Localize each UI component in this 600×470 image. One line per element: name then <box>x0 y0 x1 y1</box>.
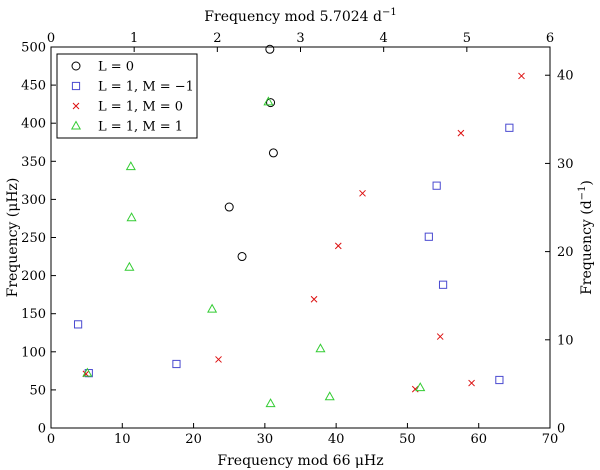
data-point-triangle <box>125 161 136 171</box>
data-point-circle <box>265 44 275 54</box>
data-point-circle <box>224 202 234 212</box>
top-axis-title: Frequency mod 5.7024 d−1 <box>204 7 396 25</box>
y-tick-label: 200 <box>21 269 46 284</box>
x-tick-label: 30 <box>257 432 274 447</box>
top-axis-title-base: Frequency mod 5.7024 d <box>204 9 382 25</box>
data-point-x <box>518 72 525 80</box>
data-point-square <box>438 280 448 289</box>
right-y-tick-label: 20 <box>557 245 574 260</box>
y-tick-label: 300 <box>21 193 46 208</box>
right-y-tick-label: 10 <box>557 333 574 348</box>
legend-marker-circle <box>71 61 81 71</box>
legend: L = 0 L = 1, M = −1 L = 1, M = 0 L = 1, M =… <box>56 53 198 139</box>
data-point-x <box>215 356 222 363</box>
data-point-triangle <box>265 398 276 408</box>
right-y-tick-label: 0 <box>557 422 565 437</box>
y-tick-label: 100 <box>21 345 46 360</box>
plot-area: 0 10 20 30 40 50 60 700501001502002503003504004… <box>21 31 573 447</box>
x-tick-label: 70 <box>542 432 559 447</box>
data-point-x <box>359 189 366 197</box>
legend-box <box>56 53 198 139</box>
data-point-square <box>172 359 181 369</box>
x-tick-label: 20 <box>185 432 202 447</box>
legend-marker-triangle <box>70 120 82 130</box>
data-point-circle <box>268 148 278 158</box>
top-x-tick-label: 4 <box>380 31 388 46</box>
data-point-triangle <box>126 212 137 222</box>
legend-label: L = 0 <box>98 60 134 75</box>
x-axis-title: Frequency mod 66 μHz <box>217 453 383 469</box>
top-x-tick-label: 3 <box>296 31 304 46</box>
axis-ticks: 0 10 20 30 40 50 60 700501001502002503003504004… <box>21 31 573 447</box>
top-x-tick-label: 0 <box>47 31 55 46</box>
data-point-triangle <box>207 303 218 313</box>
legend-label: L = 1, M = 0 <box>98 100 183 115</box>
data-point-square <box>73 320 83 329</box>
x-tick-label: 10 <box>114 432 131 447</box>
data-point-x <box>334 242 342 250</box>
x-tick-label: 0 <box>47 432 55 447</box>
data-point-x <box>457 129 465 137</box>
top-x-tick-label: 2 <box>213 31 221 46</box>
right-y-axis-title-close: ) <box>579 180 595 185</box>
y-tick-label: 350 <box>21 155 46 170</box>
data-point-circle <box>266 98 276 108</box>
data-points <box>73 44 525 408</box>
data-point-square <box>432 181 441 190</box>
data-point-triangle <box>263 96 274 106</box>
legend-label: L = 1, M = −1 <box>98 80 194 95</box>
data-point-triangle <box>324 391 335 401</box>
right-y-axis-title-base: Frequency (d <box>579 200 595 295</box>
data-point-x <box>411 385 419 393</box>
data-point-square <box>505 123 514 132</box>
data-point-circle <box>237 252 247 262</box>
top-x-tick-label: 6 <box>546 31 554 46</box>
data-point-square <box>424 232 433 241</box>
top-axis-title-sup: −1 <box>382 7 397 18</box>
y-tick-label: 50 <box>29 383 46 398</box>
x-tick-label: 50 <box>399 432 416 447</box>
data-point-triangle <box>315 343 326 353</box>
right-y-tick-label: 40 <box>557 69 574 84</box>
data-point-triangle <box>415 382 426 392</box>
y-tick-label: 250 <box>21 231 46 246</box>
legend-marker-square <box>71 81 81 91</box>
y-tick-label: 400 <box>21 117 46 132</box>
data-point-triangle <box>82 367 93 377</box>
x-tick-label: 60 <box>470 432 487 447</box>
data-point-x <box>436 333 444 340</box>
data-point-triangle <box>124 261 135 271</box>
x-tick-label: 40 <box>328 432 345 447</box>
y-tick-label: 500 <box>21 41 46 56</box>
axis-titles: Frequency mod 5.7024 d−1 Frequency mod 6… <box>5 7 595 469</box>
y-tick-label: 0 <box>38 422 46 437</box>
right-y-axis-title: Frequency (d−1) <box>577 180 595 295</box>
data-point-square <box>495 375 504 385</box>
right-y-axis-title-sup: −1 <box>577 186 588 201</box>
y-tick-label: 450 <box>21 79 46 94</box>
data-point-x <box>310 295 318 303</box>
right-y-tick-label: 30 <box>557 157 574 172</box>
legend-label: L = 1, M = 1 <box>98 120 183 135</box>
y-tick-label: 150 <box>21 307 46 322</box>
top-x-tick-label: 1 <box>130 31 138 46</box>
legend-marker-x <box>72 102 80 110</box>
top-x-tick-label: 5 <box>463 31 471 46</box>
y-axis-title: Frequency (μHz) <box>5 178 21 298</box>
data-point-x <box>468 379 475 387</box>
